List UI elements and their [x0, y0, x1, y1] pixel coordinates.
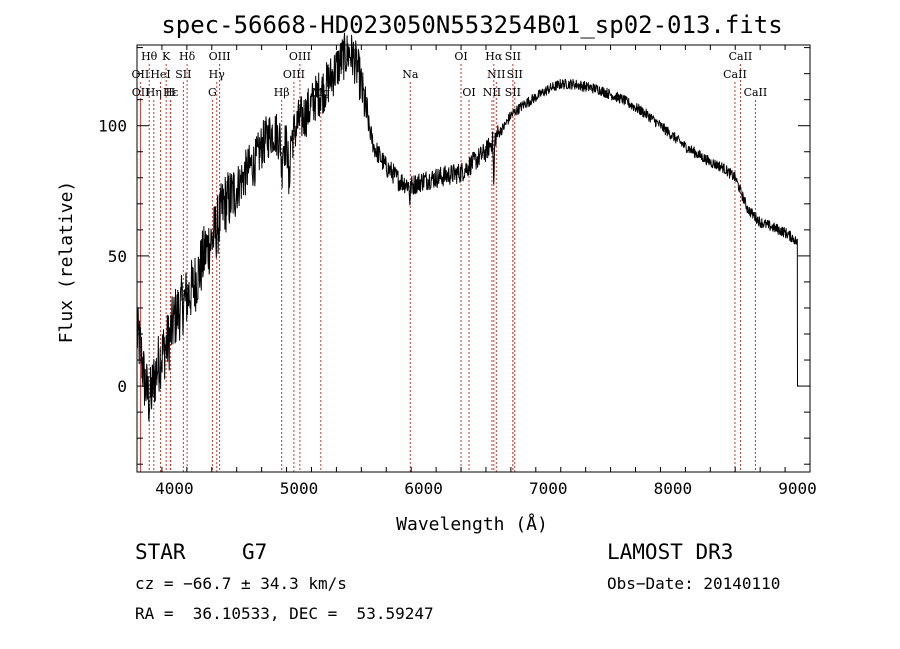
marker-label: OIII [289, 50, 311, 63]
x-tick-label: 9000 [778, 479, 817, 498]
marker-label: Hγ [209, 68, 226, 81]
chart-title: spec-56668-HD023050N553254B01_sp02-013.f… [161, 11, 782, 39]
y-axis-label: Flux (relative) [56, 181, 77, 344]
y-tick-label: 100 [98, 117, 127, 136]
marker-label: G [208, 86, 217, 99]
redshift-readout: cz = −66.7 ± 34.3 km/s [135, 574, 347, 593]
survey-name: LAMOST DR3 [607, 540, 734, 564]
marker-label: SII [175, 68, 191, 81]
marker-label: Hθ [141, 50, 158, 63]
marker-label: OII [132, 86, 150, 99]
marker-label: Hη [146, 86, 162, 99]
x-tick-label: 7000 [529, 479, 568, 498]
y-tick-label: 0 [117, 377, 127, 396]
x-tick-label: 5000 [280, 479, 319, 498]
spectrum-line [136, 32, 799, 422]
marker-label: H [166, 86, 176, 99]
marker-label: OIII [283, 68, 305, 81]
marker-label: Hε [163, 86, 179, 99]
x-axis-label: Wavelength (Å) [396, 513, 548, 535]
marker-label: NII [487, 68, 505, 81]
y-tick-label: 50 [108, 247, 127, 266]
x-tick-label: 8000 [654, 479, 693, 498]
marker-label: HeI [150, 68, 170, 81]
spectral-subclass: G7 [242, 540, 268, 564]
marker-label: OI [454, 50, 467, 63]
x-tick-label: 4000 [155, 479, 194, 498]
spectrum-series [136, 32, 799, 422]
marker-label: CaII [729, 50, 753, 63]
marker-label: NII [483, 86, 501, 99]
marker-label: OII [132, 68, 150, 81]
spectrum-chart: spec-56668-HD023050N553254B01_sp02-013.f… [56, 11, 817, 535]
observation-date: Obs−Date: 20140110 [607, 574, 781, 593]
marker-label: SII [505, 86, 521, 99]
marker-label: Hδ [179, 50, 196, 63]
marker-label: Hα [485, 50, 503, 63]
object-type: STAR [135, 540, 186, 564]
x-tick-label: 6000 [404, 479, 443, 498]
marker-label: CaII [744, 86, 768, 99]
coordinates-readout: RA = 36.10533, DEC = 53.59247 [135, 604, 434, 623]
marker-label: K [162, 50, 171, 63]
marker-label: Hβ [274, 86, 290, 99]
marker-label: OIII [209, 50, 231, 63]
marker-label: SII [507, 68, 523, 81]
x-axis: 4000 5000 6000 7000 8000 9000 [136, 45, 817, 498]
marker-label: CaII [723, 68, 747, 81]
marker-label: Na [402, 68, 419, 81]
y-axis: 0 50 100 [98, 47, 810, 465]
marker-label: OI [462, 86, 475, 99]
plot-frame [136, 44, 811, 473]
marker-label: SII [505, 50, 521, 63]
